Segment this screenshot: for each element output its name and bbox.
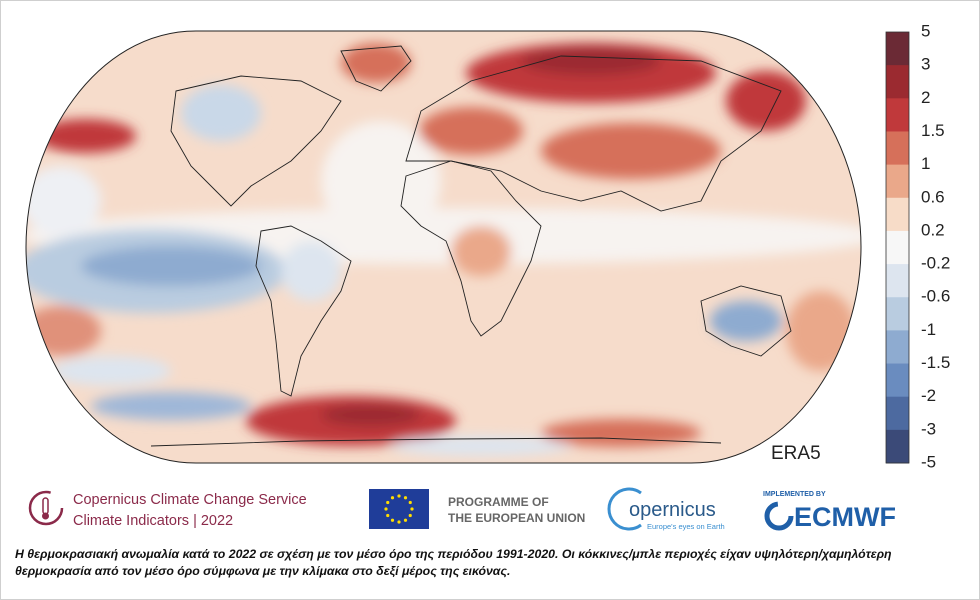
map-label: ERA5 bbox=[771, 443, 821, 464]
colorbar-label: 0.2 bbox=[921, 220, 945, 239]
eu-star bbox=[384, 507, 388, 511]
colorbar-segment bbox=[886, 131, 909, 166]
eu-star bbox=[390, 496, 395, 500]
colorbar-segment bbox=[886, 297, 909, 331]
eu-star bbox=[397, 494, 401, 498]
colorbar-segment bbox=[886, 164, 909, 199]
c3s-title: Copernicus Climate Change Service bbox=[73, 492, 307, 508]
colorbar-segment bbox=[886, 98, 909, 132]
eu-star bbox=[410, 507, 414, 511]
ecmwf-logo: IMPLEMENTED BY ECMWF bbox=[763, 491, 896, 532]
colorbar-label: -1.5 bbox=[921, 353, 950, 372]
colorbar-label: -0.6 bbox=[921, 287, 950, 306]
colorbar-segment bbox=[886, 330, 909, 365]
eu-star bbox=[408, 500, 412, 505]
colorbar-segment bbox=[886, 197, 909, 232]
caption: Η θερμοκρασιακή ανωμαλία κατά το 2022 σε… bbox=[15, 547, 892, 578]
eu-star bbox=[408, 513, 412, 518]
eu-star bbox=[397, 520, 401, 524]
colorbar-label: 1.5 bbox=[921, 121, 945, 140]
colorbar-label: -1 bbox=[921, 320, 936, 339]
c3s-subtitle: Climate Indicators | 2022 bbox=[73, 513, 233, 529]
eu-star bbox=[403, 518, 408, 522]
ecmwf-text: ECMWF bbox=[794, 502, 896, 532]
eu-star bbox=[386, 500, 390, 505]
colorbar-segment bbox=[886, 230, 909, 265]
colorbar-border bbox=[885, 31, 910, 464]
coastlines bbox=[150, 45, 792, 447]
eu-logo: PROGRAMME OF THE EUROPEAN UNION bbox=[369, 489, 585, 529]
copernicus-tagline: Europe's eyes on Earth bbox=[647, 522, 725, 531]
colorbar-segment bbox=[886, 264, 909, 298]
colorbar-label: -5 bbox=[921, 452, 936, 471]
colorbar-segment bbox=[886, 32, 909, 66]
colorbar-segment bbox=[886, 429, 909, 464]
eu-line1: PROGRAMME OF bbox=[448, 495, 549, 509]
map-outline bbox=[25, 30, 862, 464]
eu-star bbox=[403, 496, 408, 500]
colorbar-label: -3 bbox=[921, 419, 936, 438]
colorbar: 5 3 2 1.5 1 0.6 0.2 -0.2 -0.6 -1 -1.5 -2 -3 -5 bbox=[885, 21, 950, 471]
figure: ERA5 5 3 2 1.5 1 0.6 0.2 -0.2 -0.6 -1 -1.5 -2 -3 -5 C… bbox=[25, 21, 950, 532]
implemented-by: IMPLEMENTED BY bbox=[763, 491, 826, 498]
map bbox=[26, 31, 861, 463]
colorbar-label: 1 bbox=[921, 154, 930, 173]
colorbar-segment bbox=[886, 363, 909, 398]
colorbar-label: -0.2 bbox=[921, 254, 950, 273]
colorbar-label: 5 bbox=[921, 21, 930, 40]
c3s-logo: Copernicus Climate Change Service Climat… bbox=[28, 490, 307, 529]
colorbar-label: 2 bbox=[921, 88, 930, 107]
colorbar-label: -2 bbox=[921, 386, 936, 405]
colorbar-label: 0.6 bbox=[921, 187, 945, 206]
copernicus-text: opernicus bbox=[629, 499, 716, 521]
copernicus-logo: opernicus Europe's eyes on Earth bbox=[607, 487, 725, 531]
eu-star bbox=[390, 518, 395, 522]
colorbar-segment bbox=[886, 65, 909, 99]
eu-star bbox=[386, 513, 390, 518]
eu-line2: THE EUROPEAN UNION bbox=[448, 511, 585, 525]
colorbar-label: 3 bbox=[921, 55, 930, 74]
colorbar-segment bbox=[886, 396, 909, 431]
